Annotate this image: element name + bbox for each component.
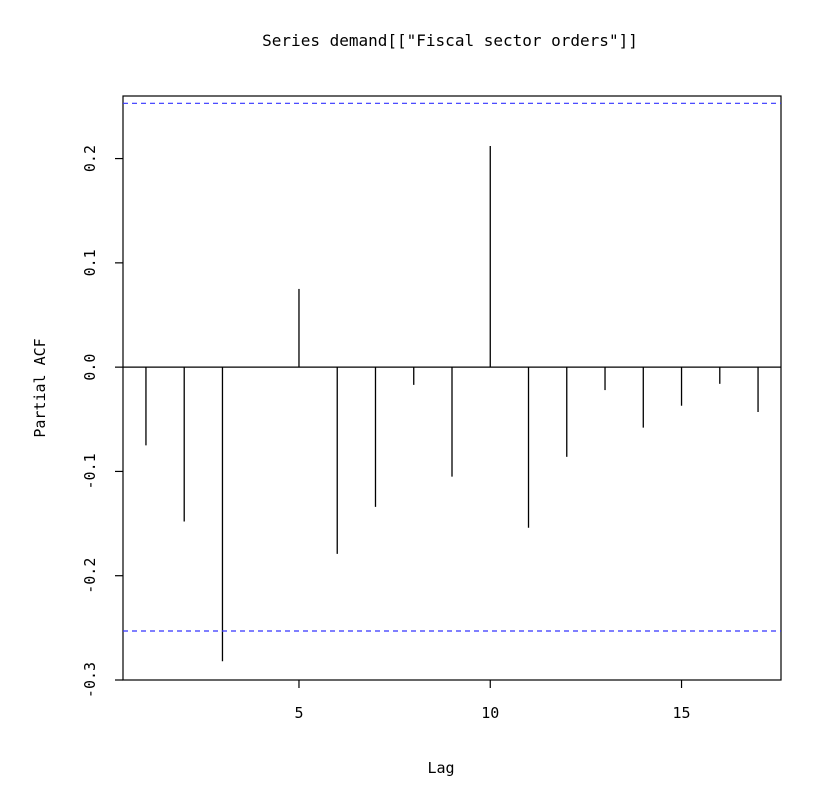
x-tick-label: 5 — [294, 704, 303, 722]
y-tick-label: 0.0 — [81, 354, 99, 381]
plot-frame — [122, 95, 782, 681]
bars-layer — [123, 146, 781, 662]
chart-title: Series demand[["Fiscal sector orders"]] — [262, 31, 638, 50]
y-axis: -0.3 -0.2 -0.1 0.0 0.1 0.2 — [81, 145, 123, 698]
y-axis-label: Partial ACF — [31, 338, 49, 437]
x-tick-label: 15 — [673, 704, 691, 722]
y-tick-label: -0.3 — [81, 662, 99, 698]
y-tick-label: -0.1 — [81, 453, 99, 489]
x-axis-label: Lag — [427, 759, 454, 777]
x-tick-label: 10 — [481, 704, 499, 722]
confidence-bounds — [123, 102, 781, 632]
y-tick-label: 0.2 — [81, 145, 99, 172]
x-axis: 5 10 15 — [294, 680, 691, 722]
y-tick-label: -0.2 — [81, 558, 99, 594]
y-tick-label: 0.1 — [81, 249, 99, 276]
